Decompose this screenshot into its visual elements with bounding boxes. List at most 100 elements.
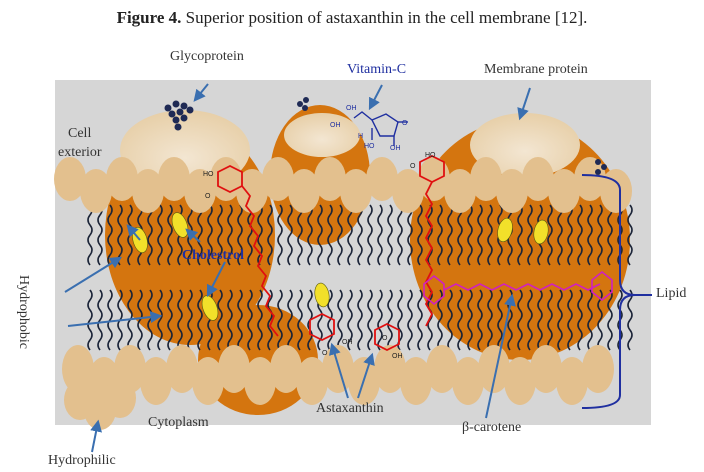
lipid-tail <box>497 289 503 351</box>
lipid-tail <box>337 289 343 351</box>
lipid-tail <box>357 289 363 351</box>
lipid-head <box>322 345 354 393</box>
lipid-tail <box>437 204 443 266</box>
lipid-tail <box>367 204 373 266</box>
lipid-tail <box>227 204 233 266</box>
lipid-tail <box>97 204 103 266</box>
lipid-tail <box>407 204 413 266</box>
lipid-head <box>106 157 138 201</box>
label-vitamin-c: Vitamin-C <box>347 62 407 77</box>
label-beta-carotene: β-carotene <box>462 420 522 435</box>
lipid-head <box>132 169 164 213</box>
lipid-tail <box>337 204 343 266</box>
lipid-head <box>600 169 632 213</box>
lipid-head <box>270 345 302 393</box>
lipid-head <box>244 357 276 405</box>
lipid-tail <box>317 204 323 266</box>
lipid-tail <box>587 289 593 351</box>
label-hydrophilic: Hydrophilic <box>48 453 116 468</box>
lipid-tail <box>197 289 203 351</box>
lipid-tail <box>607 204 613 266</box>
lipid-tail <box>597 289 603 351</box>
lipid-tail <box>307 204 313 266</box>
atom-label: OH <box>342 339 353 346</box>
lipid-tail <box>377 204 383 266</box>
lipid-head <box>574 157 606 201</box>
lipid-tail <box>277 204 283 266</box>
lipid-tail <box>197 204 203 266</box>
lipid-tail <box>547 204 553 266</box>
vc-atom-label: OH <box>346 105 357 112</box>
lipid-tail <box>467 289 473 351</box>
lipid-tail <box>527 289 533 351</box>
lipid-head <box>104 378 136 418</box>
protein-fuzz-right <box>470 113 580 177</box>
label-cholestrol: Cholestrol <box>182 248 244 263</box>
lipid-tail <box>107 289 113 351</box>
label-cell-exterior-2: exterior <box>58 145 102 160</box>
protein-fuzz-middle <box>284 113 360 157</box>
lipid-head <box>218 345 250 393</box>
lipid-tail <box>477 204 483 266</box>
atom-label: HO <box>425 152 436 159</box>
arrow-cholestrol-2 <box>206 261 226 298</box>
lipid-tail <box>147 204 153 266</box>
lipid-head <box>530 345 562 393</box>
lipid-tail <box>627 289 633 351</box>
lipid-head <box>192 357 224 405</box>
arrow-cholestrol-3 <box>126 224 141 241</box>
cholesterol-molecule <box>201 295 219 321</box>
lipid-tail <box>397 204 403 266</box>
arrow-glycoprotein <box>193 83 209 102</box>
lipid-head <box>452 357 484 405</box>
astaxanthin-molecules <box>217 154 445 352</box>
lipid-tail <box>537 289 543 351</box>
lipid-tail <box>397 289 403 351</box>
lipid-tail <box>87 289 93 351</box>
lipid-tail <box>287 204 293 266</box>
label-lipid: Lipid <box>656 286 687 301</box>
lipid-tail <box>547 289 553 351</box>
lipid-head <box>548 169 580 213</box>
lipid-tail <box>517 289 523 351</box>
lipid-tail <box>257 204 263 266</box>
lipid-tail <box>267 289 273 351</box>
arrow-hydrophobic-2 <box>67 311 163 327</box>
lipid-head <box>582 345 614 393</box>
lipid-tail <box>87 204 93 266</box>
lipid-head <box>374 345 406 393</box>
lipid-head <box>340 169 372 213</box>
lipid-tail <box>487 289 493 351</box>
arrow-astaxanthin-1 <box>329 342 349 399</box>
lipid-tail <box>237 289 243 351</box>
arrow-astaxanthin-2 <box>357 352 375 399</box>
arrow-vitamin-c <box>368 84 383 111</box>
lipid-tail <box>347 289 353 351</box>
lipid-head <box>392 169 424 213</box>
lipid-head <box>426 345 458 393</box>
lipid-tail <box>167 204 173 266</box>
vc-atom-label: OH <box>390 145 401 152</box>
lipid-tail <box>567 289 573 351</box>
lipid-tail <box>457 289 463 351</box>
lipid-head <box>418 157 450 201</box>
arrow-membrane-protein <box>517 87 531 121</box>
lipid-head <box>140 357 172 405</box>
label-cytoplasm: Cytoplasm <box>148 415 209 430</box>
lipid-tail <box>257 289 263 351</box>
arrow-hydrophobic-1 <box>64 256 123 293</box>
lipid-tail <box>187 289 193 351</box>
lipid-head <box>444 169 476 213</box>
figure-number: Figure 4. <box>116 8 182 27</box>
vc-atom-label: OH <box>330 122 341 129</box>
lipid-tail <box>297 204 303 266</box>
cholesterol-molecule <box>533 219 549 245</box>
arrow-beta-carotene <box>485 293 516 419</box>
lipid-head <box>262 157 294 201</box>
vc-atom-label: O <box>402 120 408 127</box>
lipid-tail <box>487 204 493 266</box>
lipid-tail <box>357 204 363 266</box>
lipid-tail <box>177 289 183 351</box>
lipid-head <box>478 345 510 393</box>
